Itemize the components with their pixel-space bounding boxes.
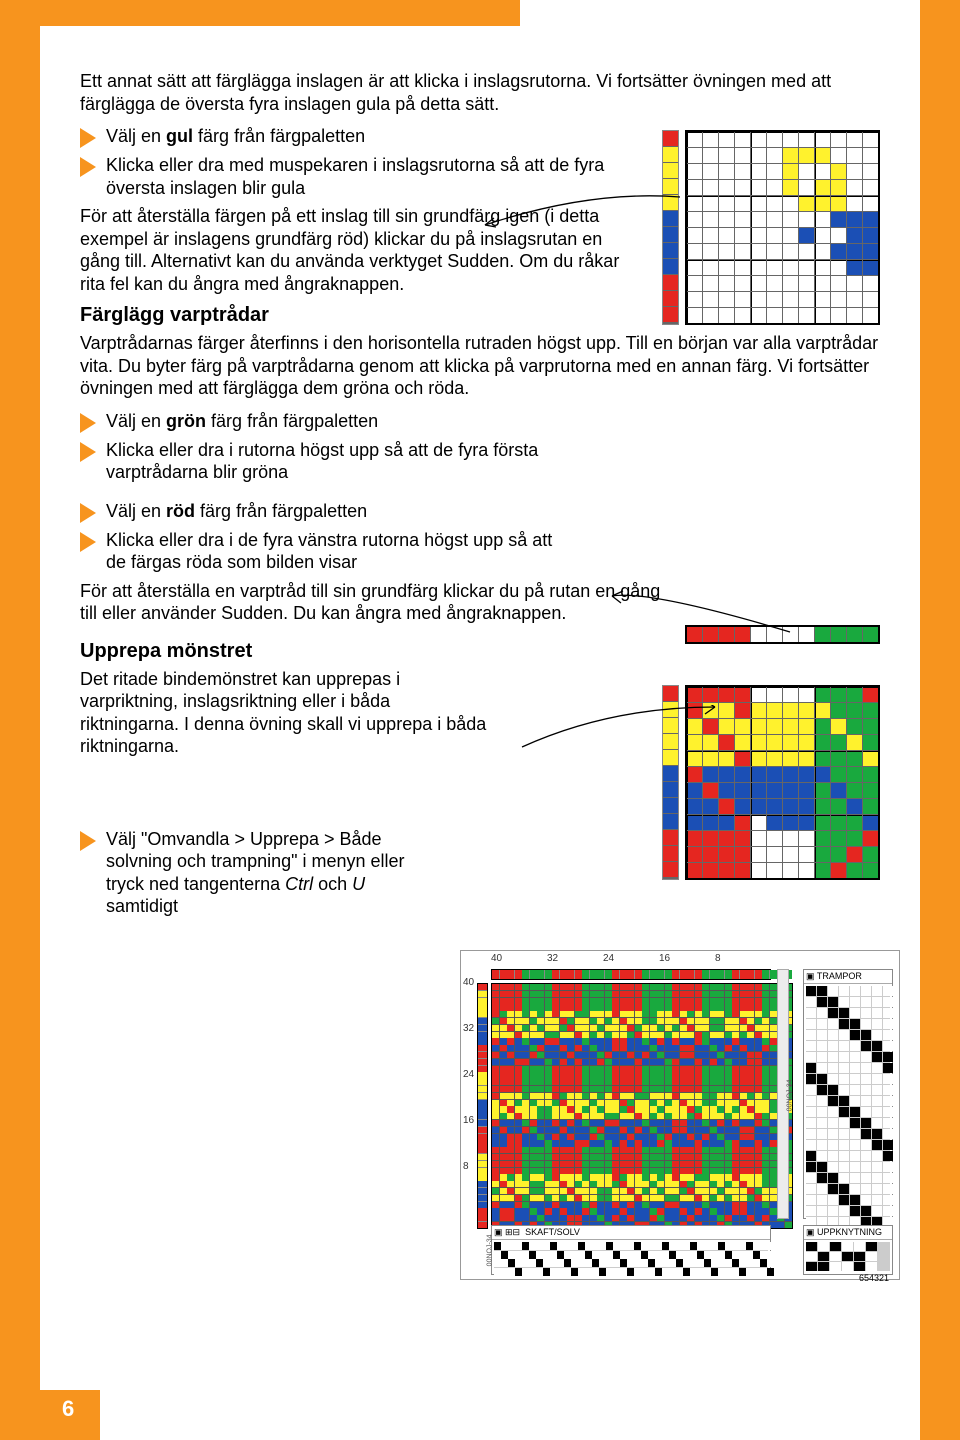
bullet-icon [80,503,96,523]
page: Ett annat sätt att färglägga inslagen är… [40,0,920,1440]
sec2-paragraph: Det ritade bindemönstret kan upprepas i … [80,668,490,758]
arrow-to-fig2 [520,705,720,760]
bullet-icon [80,532,96,552]
header-accent-bar [40,0,520,26]
bullet-icon [80,831,96,851]
page-number: 6 [62,1396,74,1422]
figure-software-screenshot: 403224168403224168▣ TRAMPOR654321▣ ⊞⊟ SK… [460,950,900,1280]
bullet-icon [80,157,96,177]
intro-paragraph: Ett annat sätt att färglägga inslagen är… [80,70,880,115]
arrow-to-fig1 [480,185,690,245]
bullet-7: Välj "Omvandla > Upprepa > Både solvning… [80,828,440,918]
bullet-icon [80,442,96,462]
para-after-b6: För att återställa en varptråd till sin … [80,580,680,625]
bullet-6: Klicka eller dra i de fyra vänstra rutor… [80,529,560,574]
figure-inslag-grid [662,130,880,325]
arrow-to-fig2top [610,588,800,643]
sec1-paragraph: Varptrådarnas färger återfinns i den hor… [80,332,880,400]
bullet-3: Välj en grön färg från färgpaletten [80,410,880,433]
bullet-4: Klicka eller dra i rutorna högst upp så … [80,439,640,484]
bullet-icon [80,128,96,148]
bullet-icon [80,413,96,433]
content-area: Ett annat sätt att färglägga inslagen är… [80,70,880,918]
bullet-1: Välj en gul färg från färgpaletten [80,125,640,148]
bullet-5: Välj en röd färg från färgpaletten [80,500,880,523]
